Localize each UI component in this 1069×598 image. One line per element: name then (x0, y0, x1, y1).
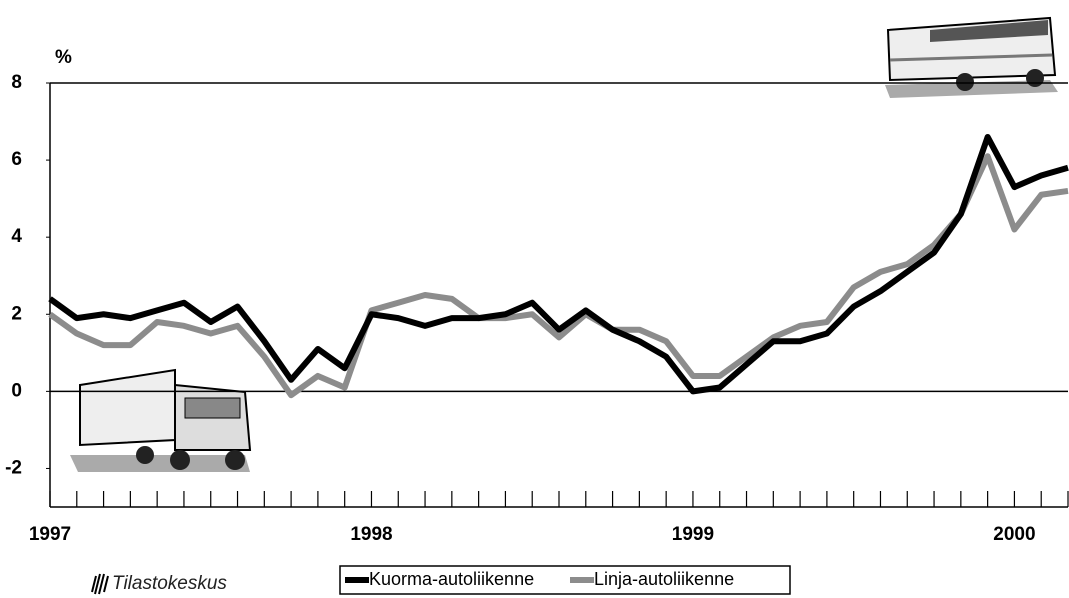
x-tick-label: 1998 (350, 524, 392, 545)
x-tick-label: 2000 (993, 524, 1035, 545)
series-line (50, 137, 1068, 391)
x-tick-label: 1999 (672, 524, 714, 545)
y-tick-label: 8 (11, 72, 22, 93)
series-line (50, 156, 1068, 395)
truck-icon (70, 370, 250, 472)
bus-icon (885, 18, 1058, 98)
source-logo: Tilastokeskus (112, 573, 227, 594)
y-tick-label: 2 (11, 303, 22, 324)
y-tick-label: 0 (11, 380, 22, 401)
y-tick-label: 4 (11, 226, 22, 247)
y-axis-label: % (55, 47, 72, 68)
chart: % Tilastokeskus -2 0 2 4 6 8 1997 1998 1999 2000 K… (0, 0, 1069, 598)
legend-label: Linja-autoliikenne (594, 569, 734, 589)
logo-mark (92, 574, 108, 594)
y-tick-label: 6 (11, 149, 22, 170)
legend-label: Kuorma-autoliikenne (369, 569, 534, 589)
y-tick-label: -2 (5, 457, 22, 478)
x-tick-label: 1997 (29, 524, 71, 545)
